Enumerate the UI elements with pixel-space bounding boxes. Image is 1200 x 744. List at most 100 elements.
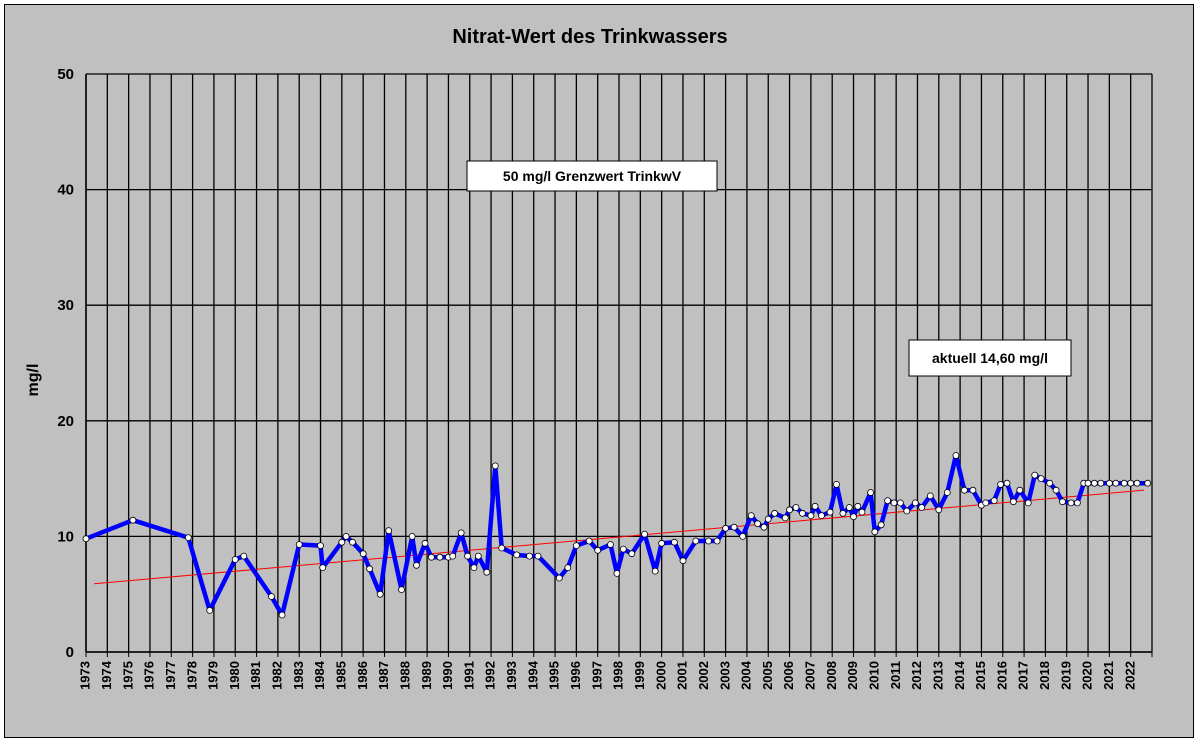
data-point bbox=[129, 516, 137, 524]
data-point bbox=[854, 502, 862, 510]
data-point bbox=[1112, 479, 1120, 487]
x-tick-label: 2018 bbox=[1037, 661, 1052, 690]
x-tick-label: 1995 bbox=[547, 661, 562, 690]
data-point bbox=[1052, 486, 1060, 494]
data-point bbox=[498, 544, 506, 552]
data-point bbox=[826, 508, 834, 516]
data-point bbox=[792, 504, 800, 511]
x-tick-label: 2017 bbox=[1016, 661, 1031, 690]
data-point bbox=[705, 537, 712, 545]
data-point bbox=[231, 556, 239, 563]
data-point bbox=[1010, 498, 1017, 506]
data-point bbox=[811, 502, 819, 510]
x-tick-label: 2010 bbox=[867, 661, 882, 690]
data-point bbox=[240, 552, 248, 560]
data-point bbox=[1024, 499, 1032, 507]
data-point bbox=[449, 552, 457, 560]
data-point bbox=[491, 462, 499, 470]
data-point bbox=[722, 524, 729, 532]
x-tick-label: 1973 bbox=[78, 661, 93, 690]
data-point bbox=[526, 552, 533, 560]
y-tick-label: 20 bbox=[57, 413, 74, 430]
x-tick-label: 1974 bbox=[99, 660, 114, 690]
data-point bbox=[926, 492, 934, 500]
data-point bbox=[658, 539, 665, 547]
x-tick-label: 2015 bbox=[973, 661, 988, 690]
data-point bbox=[513, 551, 521, 559]
x-tick-label: 1989 bbox=[419, 661, 434, 690]
x-tick-label: 1986 bbox=[355, 661, 370, 690]
data-point bbox=[641, 530, 648, 538]
data-point bbox=[799, 509, 806, 517]
data-point bbox=[651, 567, 659, 575]
x-tick-label: 2022 bbox=[1122, 661, 1137, 690]
data-point bbox=[278, 611, 286, 619]
chart-frame: Nitrat-Wert des Trinkwassers 0 10 20 30 40 50… bbox=[4, 4, 1194, 738]
data-point bbox=[884, 497, 891, 505]
data-point bbox=[969, 486, 977, 494]
x-tick-label: 1991 bbox=[461, 661, 476, 690]
x-tick-label: 2012 bbox=[909, 661, 924, 690]
data-point bbox=[786, 506, 793, 514]
x-tick-label: 1976 bbox=[142, 661, 157, 690]
nitrate-chart: Nitrat-Wert des Trinkwassers 0 10 20 30 40 50… bbox=[25, 26, 1153, 690]
data-point bbox=[903, 507, 911, 515]
data-point bbox=[807, 512, 815, 520]
data-point bbox=[671, 538, 678, 546]
data-point bbox=[483, 568, 491, 576]
data-point bbox=[839, 509, 847, 517]
data-point bbox=[349, 538, 356, 546]
data-point bbox=[1074, 499, 1081, 507]
x-tick-label: 2020 bbox=[1080, 661, 1095, 690]
data-point bbox=[1084, 479, 1092, 487]
data-point bbox=[619, 545, 627, 553]
data-point bbox=[897, 499, 904, 507]
data-point bbox=[413, 561, 420, 569]
data-point bbox=[319, 564, 327, 571]
x-tick-label: 1978 bbox=[184, 661, 199, 690]
x-tick-label: 1985 bbox=[334, 661, 349, 690]
annotation-limit-text: 50 mg/l Grenzwert TrinkwV bbox=[503, 168, 682, 184]
x-tick-label: 1997 bbox=[589, 661, 604, 690]
data-point bbox=[184, 534, 192, 541]
data-point bbox=[961, 486, 968, 494]
x-tick-label: 1988 bbox=[397, 661, 412, 690]
data-point bbox=[1059, 498, 1066, 506]
x-tick-label: 2006 bbox=[781, 661, 796, 690]
data-point bbox=[890, 499, 898, 507]
data-point bbox=[679, 557, 687, 565]
x-tick-label: 2009 bbox=[845, 661, 860, 690]
data-point bbox=[1127, 479, 1135, 487]
data-point bbox=[585, 537, 593, 545]
data-point bbox=[730, 523, 738, 531]
y-axis-label: mg/l bbox=[25, 364, 42, 397]
annotation-limit: 50 mg/l Grenzwert TrinkwV bbox=[466, 160, 718, 192]
x-tick-label: 1980 bbox=[227, 661, 242, 690]
data-point bbox=[427, 553, 435, 561]
data-point bbox=[935, 506, 943, 514]
data-point bbox=[918, 504, 926, 511]
x-tick-label: 1996 bbox=[568, 661, 583, 690]
data-point bbox=[943, 489, 951, 496]
x-tick-label: 2013 bbox=[930, 661, 945, 690]
data-point bbox=[474, 552, 482, 560]
data-point bbox=[594, 546, 602, 554]
x-tick-label: 2003 bbox=[717, 661, 732, 690]
y-tick-label: 0 bbox=[66, 644, 74, 661]
x-tick-label: 1983 bbox=[291, 661, 306, 690]
y-tick-label: 50 bbox=[57, 66, 74, 83]
x-tick-label: 2008 bbox=[824, 661, 839, 690]
data-point bbox=[1133, 479, 1141, 487]
data-point bbox=[1091, 479, 1098, 487]
data-point bbox=[764, 515, 772, 523]
data-point bbox=[628, 550, 636, 558]
x-tick-label: 1977 bbox=[163, 661, 178, 690]
data-point bbox=[607, 541, 614, 548]
x-tick-label: 1999 bbox=[632, 661, 647, 690]
annotation-current-text: aktuell 14,60 mg/l bbox=[932, 350, 1048, 366]
x-tick-label: 2004 bbox=[739, 660, 754, 690]
x-tick-label: 1981 bbox=[248, 661, 263, 690]
data-point bbox=[295, 541, 303, 548]
x-tick-label: 2007 bbox=[803, 661, 818, 690]
x-tick-label: 1998 bbox=[611, 661, 626, 690]
